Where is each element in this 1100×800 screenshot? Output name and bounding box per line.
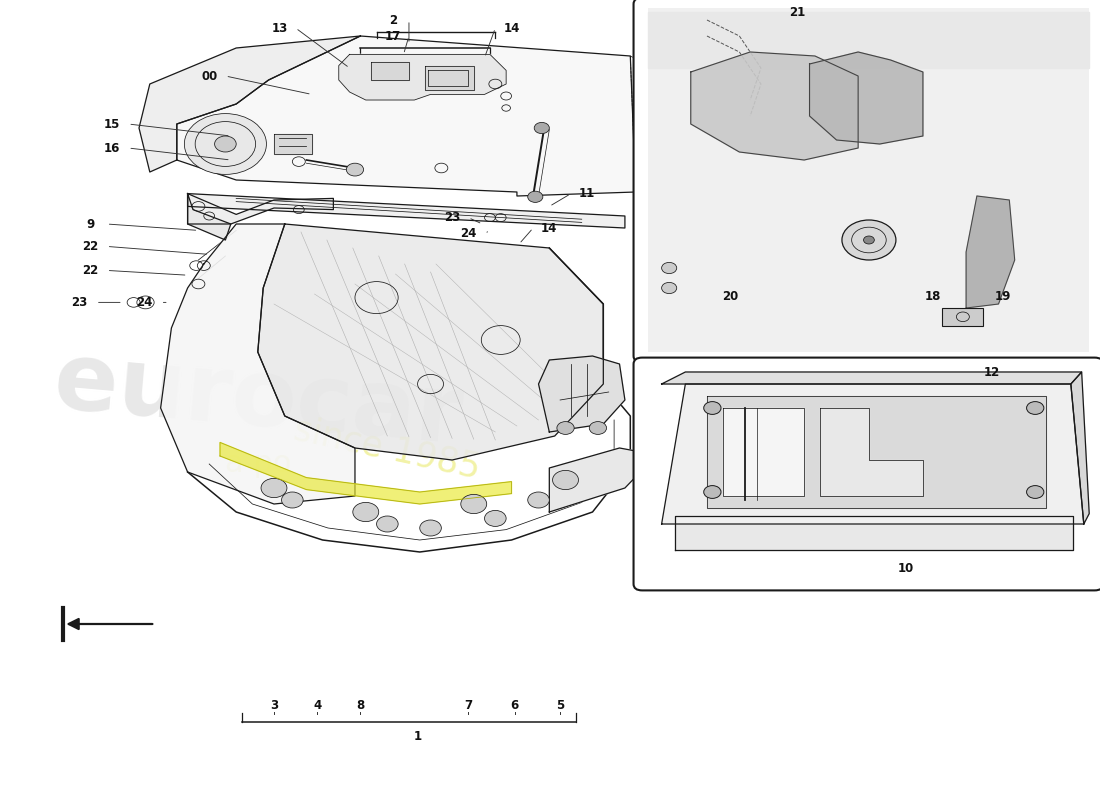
Polygon shape: [139, 36, 361, 172]
Text: 3: 3: [270, 699, 278, 712]
Text: 11: 11: [579, 187, 595, 200]
Polygon shape: [810, 52, 923, 144]
Text: 9: 9: [86, 218, 95, 230]
Polygon shape: [188, 194, 333, 224]
Polygon shape: [539, 356, 625, 432]
Circle shape: [1026, 402, 1044, 414]
Text: 21: 21: [790, 6, 806, 18]
Text: 5: 5: [556, 699, 564, 712]
Text: 18: 18: [924, 290, 940, 302]
Polygon shape: [691, 52, 858, 160]
Text: 12: 12: [983, 366, 1000, 378]
Polygon shape: [1070, 372, 1089, 524]
Circle shape: [557, 422, 574, 434]
Text: 7: 7: [464, 699, 472, 712]
Polygon shape: [661, 384, 1084, 524]
Text: 24: 24: [136, 296, 153, 309]
Text: 4: 4: [314, 699, 321, 712]
Text: 16: 16: [103, 142, 120, 154]
Polygon shape: [339, 54, 506, 100]
Polygon shape: [723, 408, 804, 496]
Circle shape: [1026, 486, 1044, 498]
Polygon shape: [371, 62, 409, 80]
Polygon shape: [188, 194, 625, 228]
Circle shape: [528, 492, 549, 508]
Circle shape: [185, 114, 266, 174]
Polygon shape: [188, 194, 231, 240]
Text: 24: 24: [460, 227, 476, 240]
Text: 2: 2: [388, 14, 397, 26]
Circle shape: [661, 262, 676, 274]
FancyBboxPatch shape: [634, 358, 1100, 590]
Text: eurocar: eurocar: [50, 336, 465, 464]
Circle shape: [864, 236, 874, 244]
FancyBboxPatch shape: [634, 0, 1100, 362]
Circle shape: [261, 478, 287, 498]
Polygon shape: [661, 372, 1081, 384]
Text: 10: 10: [898, 562, 914, 574]
Bar: [943, 308, 983, 326]
Circle shape: [353, 502, 378, 522]
Polygon shape: [707, 396, 1046, 508]
Polygon shape: [648, 12, 1089, 68]
Polygon shape: [257, 224, 603, 460]
Polygon shape: [821, 408, 923, 496]
Polygon shape: [177, 36, 636, 196]
Text: 1: 1: [414, 730, 421, 742]
Circle shape: [552, 470, 579, 490]
Circle shape: [282, 492, 304, 508]
Text: 13: 13: [272, 22, 287, 34]
Polygon shape: [426, 66, 474, 90]
Polygon shape: [161, 224, 355, 504]
Circle shape: [661, 282, 676, 294]
Text: a po: a po: [224, 450, 292, 478]
Circle shape: [842, 220, 895, 260]
Polygon shape: [274, 134, 311, 154]
Text: 20: 20: [723, 290, 739, 302]
Text: 15: 15: [103, 118, 120, 130]
Text: since 1985: since 1985: [292, 412, 484, 484]
Circle shape: [461, 494, 486, 514]
Text: 22: 22: [82, 264, 99, 277]
Circle shape: [376, 516, 398, 532]
Text: 17: 17: [385, 30, 400, 42]
Polygon shape: [966, 196, 1014, 308]
Text: 19: 19: [994, 290, 1011, 302]
Text: 22: 22: [82, 240, 99, 253]
Polygon shape: [220, 442, 512, 504]
Circle shape: [420, 520, 441, 536]
Text: 23: 23: [444, 211, 460, 224]
Polygon shape: [549, 448, 647, 512]
Text: 14: 14: [504, 22, 519, 34]
Circle shape: [484, 510, 506, 526]
Circle shape: [346, 163, 364, 176]
Circle shape: [528, 191, 542, 202]
Text: 8: 8: [356, 699, 364, 712]
Circle shape: [535, 122, 549, 134]
Text: 00: 00: [201, 70, 218, 82]
Circle shape: [214, 136, 236, 152]
Circle shape: [590, 422, 606, 434]
Circle shape: [704, 402, 720, 414]
Text: 14: 14: [541, 222, 558, 234]
Text: 6: 6: [510, 699, 519, 712]
Text: 23: 23: [72, 296, 88, 309]
Circle shape: [704, 486, 720, 498]
Bar: [648, 8, 1089, 352]
Polygon shape: [674, 516, 1072, 550]
